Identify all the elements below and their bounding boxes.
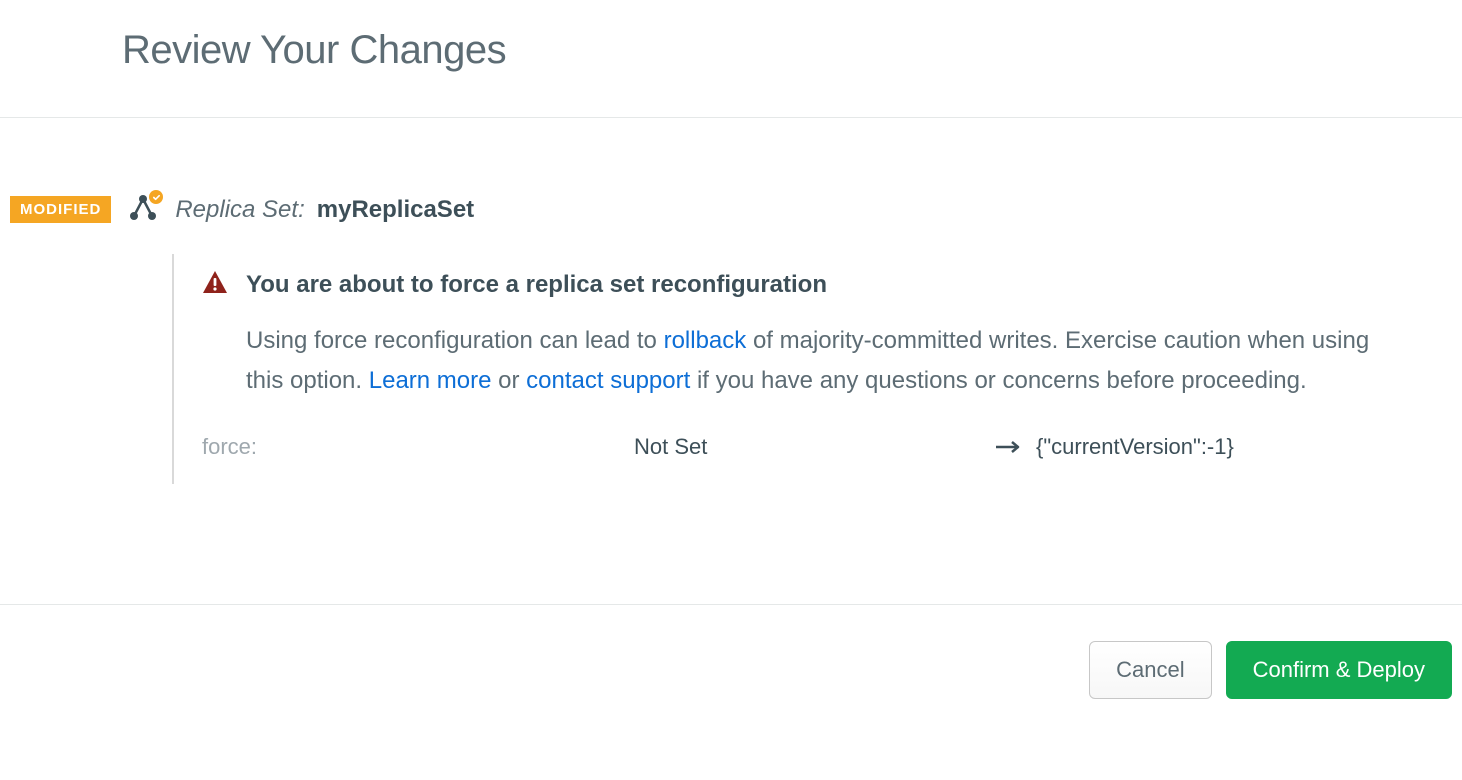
page-title: Review Your Changes — [122, 28, 1462, 73]
replica-set-label-group: Replica Set: myReplicaSet — [175, 196, 474, 224]
footer-actions: Cancel Confirm & Deploy — [0, 604, 1462, 729]
changes-content: MODIFIED Replica Set: myReplicaSet — [0, 118, 1462, 484]
page-header: Review Your Changes — [0, 0, 1462, 118]
warning-icon — [202, 270, 228, 299]
warning-header: You are about to force a replica set rec… — [202, 270, 1412, 299]
change-summary-row: MODIFIED Replica Set: myReplicaSet — [10, 196, 1452, 224]
warning-text-post: if you have any questions or concerns be… — [690, 367, 1306, 394]
warning-body: Using force reconfiguration can lead to … — [202, 321, 1412, 400]
modified-badge: MODIFIED — [10, 196, 111, 223]
contact-support-link[interactable]: contact support — [526, 367, 690, 394]
warning-text-mid2: or — [491, 367, 526, 394]
change-detail-block: You are about to force a replica set rec… — [172, 254, 1452, 484]
confirm-deploy-button[interactable]: Confirm & Deploy — [1226, 641, 1452, 699]
check-badge-icon — [149, 190, 163, 204]
replica-set-icon — [129, 194, 157, 222]
rollback-link[interactable]: rollback — [664, 327, 747, 354]
warning-text-pre: Using force reconfiguration can lead to — [246, 327, 664, 354]
diff-old-value: Not Set — [634, 434, 994, 460]
replica-set-label: Replica Set: — [175, 196, 304, 224]
replica-set-name: myReplicaSet — [317, 196, 474, 224]
arrow-right-icon — [994, 439, 1022, 455]
cancel-button[interactable]: Cancel — [1089, 641, 1211, 699]
diff-key: force: — [202, 434, 634, 460]
warning-title: You are about to force a replica set rec… — [246, 271, 827, 299]
diff-row: force: Not Set {"currentVersion":-1} — [202, 434, 1412, 460]
learn-more-link[interactable]: Learn more — [369, 367, 492, 394]
diff-new-value: {"currentVersion":-1} — [1036, 434, 1234, 460]
